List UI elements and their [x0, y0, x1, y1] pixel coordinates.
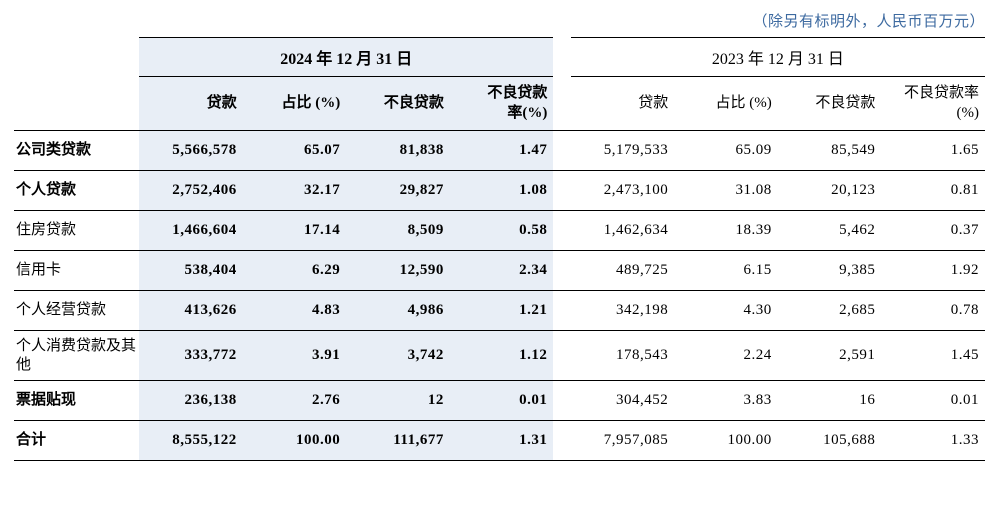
cell: 4.30 [674, 291, 778, 331]
row-label: 个人消费贷款及其他 [14, 331, 139, 381]
cell: 100.00 [674, 421, 778, 461]
cell: 2,591 [778, 331, 882, 381]
col-loan-l: 贷款 [139, 77, 243, 131]
col-nplr-l: 不良贷款率(%) [450, 77, 554, 131]
cell: 0.01 [450, 381, 554, 421]
cell: 178,543 [571, 331, 675, 381]
row-label: 合计 [14, 421, 139, 461]
cell: 12,590 [346, 251, 450, 291]
cell: 0.01 [881, 381, 985, 421]
cell: 8,555,122 [139, 421, 243, 461]
cell: 1,462,634 [571, 211, 675, 251]
table-row: 信用卡538,4046.2912,5902.34 489,7256.159,385… [14, 251, 985, 291]
row-label: 住房贷款 [14, 211, 139, 251]
cell: 1.31 [450, 421, 554, 461]
cell: 111,677 [346, 421, 450, 461]
col-pct-r: 占比 (%) [674, 77, 778, 131]
row-label: 个人贷款 [14, 171, 139, 211]
cell: 1.08 [450, 171, 554, 211]
cell: 2,473,100 [571, 171, 675, 211]
cell: 2,752,406 [139, 171, 243, 211]
cell: 1.21 [450, 291, 554, 331]
cell: 81,838 [346, 131, 450, 171]
cell: 3.83 [674, 381, 778, 421]
cell: 3.91 [243, 331, 347, 381]
cell: 2.76 [243, 381, 347, 421]
col-loan-r: 贷款 [571, 77, 675, 131]
cell: 17.14 [243, 211, 347, 251]
cell: 489,725 [571, 251, 675, 291]
cell: 29,827 [346, 171, 450, 211]
cell: 5,566,578 [139, 131, 243, 171]
cell: 3,742 [346, 331, 450, 381]
cell: 2.34 [450, 251, 554, 291]
cell: 2.24 [674, 331, 778, 381]
table-row: 公司类贷款5,566,57865.0781,8381.47 5,179,53365… [14, 131, 985, 171]
loan-quality-table: 2024 年 12 月 31 日 2023 年 12 月 31 日 贷款 占比 … [14, 37, 985, 461]
cell: 1.47 [450, 131, 554, 171]
cell: 1.45 [881, 331, 985, 381]
cell: 236,138 [139, 381, 243, 421]
cell: 0.58 [450, 211, 554, 251]
cell: 6.29 [243, 251, 347, 291]
cell: 538,404 [139, 251, 243, 291]
table-row: 个人消费贷款及其他333,7723.913,7421.12 178,5432.24… [14, 331, 985, 381]
unit-note: （除另有标明外，人民币百万元） [14, 10, 985, 31]
cell: 2,685 [778, 291, 882, 331]
cell: 5,462 [778, 211, 882, 251]
col-npl-r: 不良贷款 [778, 77, 882, 131]
cell: 65.07 [243, 131, 347, 171]
cell: 65.09 [674, 131, 778, 171]
cell: 0.78 [881, 291, 985, 331]
cell: 0.37 [881, 211, 985, 251]
cell: 1.12 [450, 331, 554, 381]
cell: 0.81 [881, 171, 985, 211]
cell: 304,452 [571, 381, 675, 421]
cell: 100.00 [243, 421, 347, 461]
cell: 16 [778, 381, 882, 421]
cell: 4.83 [243, 291, 347, 331]
cell: 342,198 [571, 291, 675, 331]
cell: 333,772 [139, 331, 243, 381]
row-label: 票据贴现 [14, 381, 139, 421]
col-pct-l: 占比 (%) [243, 77, 347, 131]
cell: 413,626 [139, 291, 243, 331]
cell: 1.65 [881, 131, 985, 171]
table-row: 票据贴现236,1382.76120.01304,4523.83160.01 [14, 381, 985, 421]
cell: 6.15 [674, 251, 778, 291]
cell: 31.08 [674, 171, 778, 211]
cell: 18.39 [674, 211, 778, 251]
row-label: 公司类贷款 [14, 131, 139, 171]
col-nplr-r: 不良贷款率(%) [881, 77, 985, 131]
period-left: 2024 年 12 月 31 日 [139, 38, 553, 77]
cell: 105,688 [778, 421, 882, 461]
cell: 1.92 [881, 251, 985, 291]
cell: 4,986 [346, 291, 450, 331]
row-label: 信用卡 [14, 251, 139, 291]
row-label: 个人经营贷款 [14, 291, 139, 331]
table-row: 个人贷款2,752,40632.1729,8271.08 2,473,10031.… [14, 171, 985, 211]
cell: 7,957,085 [571, 421, 675, 461]
table-row: 个人经营贷款413,6264.834,9861.21 342,1984.302,6… [14, 291, 985, 331]
table-row: 住房贷款1,466,60417.148,5090.58 1,462,63418.3… [14, 211, 985, 251]
cell: 20,123 [778, 171, 882, 211]
period-right: 2023 年 12 月 31 日 [571, 38, 985, 77]
cell: 1,466,604 [139, 211, 243, 251]
cell: 32.17 [243, 171, 347, 211]
cell: 12 [346, 381, 450, 421]
col-npl-l: 不良贷款 [346, 77, 450, 131]
cell: 5,179,533 [571, 131, 675, 171]
cell: 1.33 [881, 421, 985, 461]
table-row: 合计8,555,122100.00111,6771.317,957,085100… [14, 421, 985, 461]
cell: 8,509 [346, 211, 450, 251]
cell: 85,549 [778, 131, 882, 171]
cell: 9,385 [778, 251, 882, 291]
